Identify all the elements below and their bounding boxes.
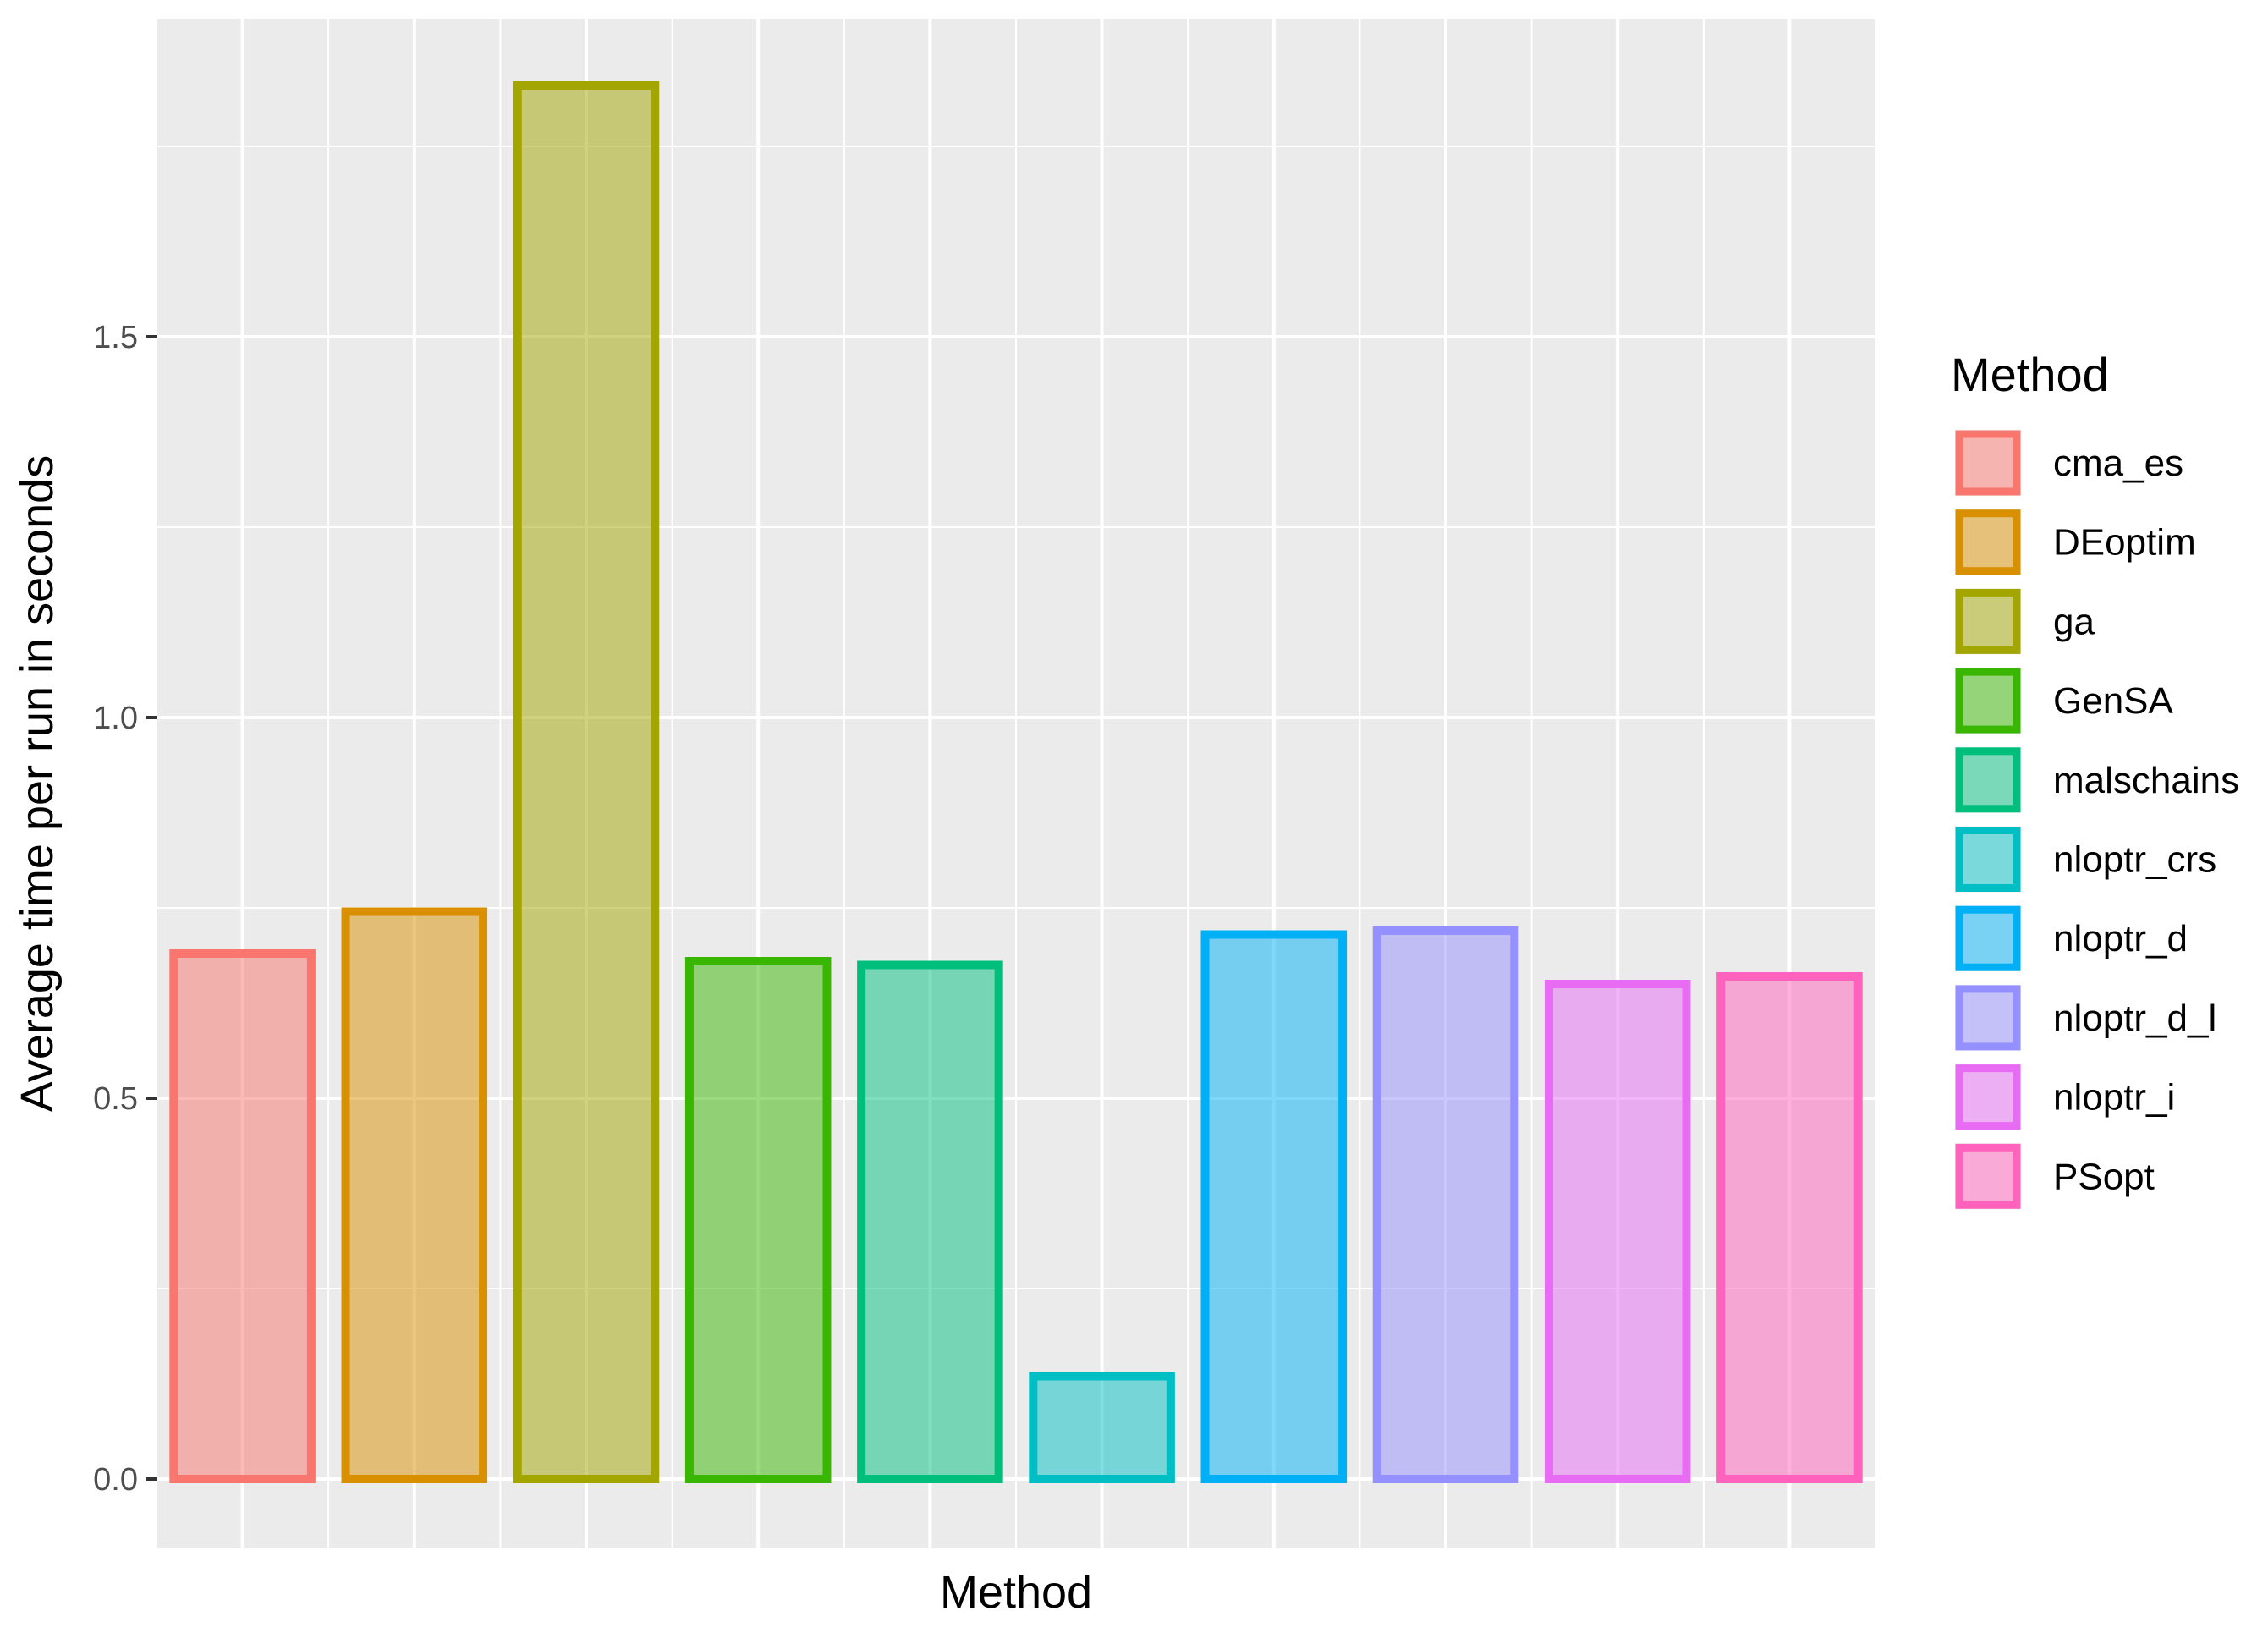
y-axis: 0.0 0.5 1.0 1.5 bbox=[93, 320, 157, 1498]
bar-ga bbox=[513, 81, 660, 1483]
bar-nloptr_d bbox=[1200, 930, 1348, 1483]
bar-GenSA bbox=[684, 957, 832, 1483]
legend-key-DEoptim bbox=[1955, 509, 2021, 575]
y-tick-label: 0.5 bbox=[93, 1081, 138, 1117]
legend-key-malschains bbox=[1955, 747, 2021, 813]
legend-label-cma_es: cma_es bbox=[2053, 443, 2183, 484]
legend-key-cma_es bbox=[1955, 430, 2021, 496]
legend-label-PSopt: PSopt bbox=[2053, 1156, 2155, 1197]
bar-cma_es bbox=[169, 949, 316, 1483]
legend-title: Method bbox=[1951, 348, 2109, 401]
bar-malschains bbox=[857, 960, 1003, 1483]
y-tick-label: 1.0 bbox=[93, 701, 138, 736]
legend: Method cma_es DEoptim ga GenSA malschains nlo… bbox=[1951, 348, 2239, 1210]
y-tick-label: 0.0 bbox=[93, 1462, 138, 1498]
legend-label-malschains: malschains bbox=[2053, 760, 2239, 801]
legend-label-nloptr_d: nloptr_d bbox=[2053, 918, 2188, 959]
legend-label-nloptr_d_l: nloptr_d_l bbox=[2053, 998, 2216, 1039]
legend-label-GenSA: GenSA bbox=[2053, 680, 2174, 722]
legend-label-ga: ga bbox=[2053, 601, 2095, 642]
y-axis-title: Average time per run in seconds bbox=[12, 455, 63, 1112]
legend-label-DEoptim: DEoptim bbox=[2053, 522, 2196, 564]
legend-key-nloptr_i bbox=[1955, 1064, 2021, 1130]
y-tick-label: 1.5 bbox=[93, 320, 138, 355]
legend-key-ga bbox=[1955, 588, 2021, 654]
minor-gridlines bbox=[157, 19, 1875, 1548]
bar-PSopt bbox=[1716, 972, 1863, 1483]
bars bbox=[169, 81, 1863, 1483]
legend-key-PSopt bbox=[1955, 1143, 2021, 1209]
legend-key-nloptr_d bbox=[1955, 905, 2021, 971]
legend-key-GenSA bbox=[1955, 668, 2021, 734]
bar-nloptr_d_l bbox=[1372, 926, 1519, 1483]
legend-label-nloptr_i: nloptr_i bbox=[2053, 1077, 2175, 1119]
bar-nloptr_i bbox=[1544, 980, 1691, 1483]
bar-nloptr_crs bbox=[1029, 1372, 1175, 1483]
legend-key-nloptr_crs bbox=[1955, 827, 2021, 892]
legend-key-nloptr_d_l bbox=[1955, 985, 2021, 1051]
x-axis-title: Method bbox=[940, 1567, 1092, 1618]
legend-label-nloptr_crs: nloptr_crs bbox=[2053, 839, 2216, 881]
bar-DEoptim bbox=[341, 907, 488, 1483]
